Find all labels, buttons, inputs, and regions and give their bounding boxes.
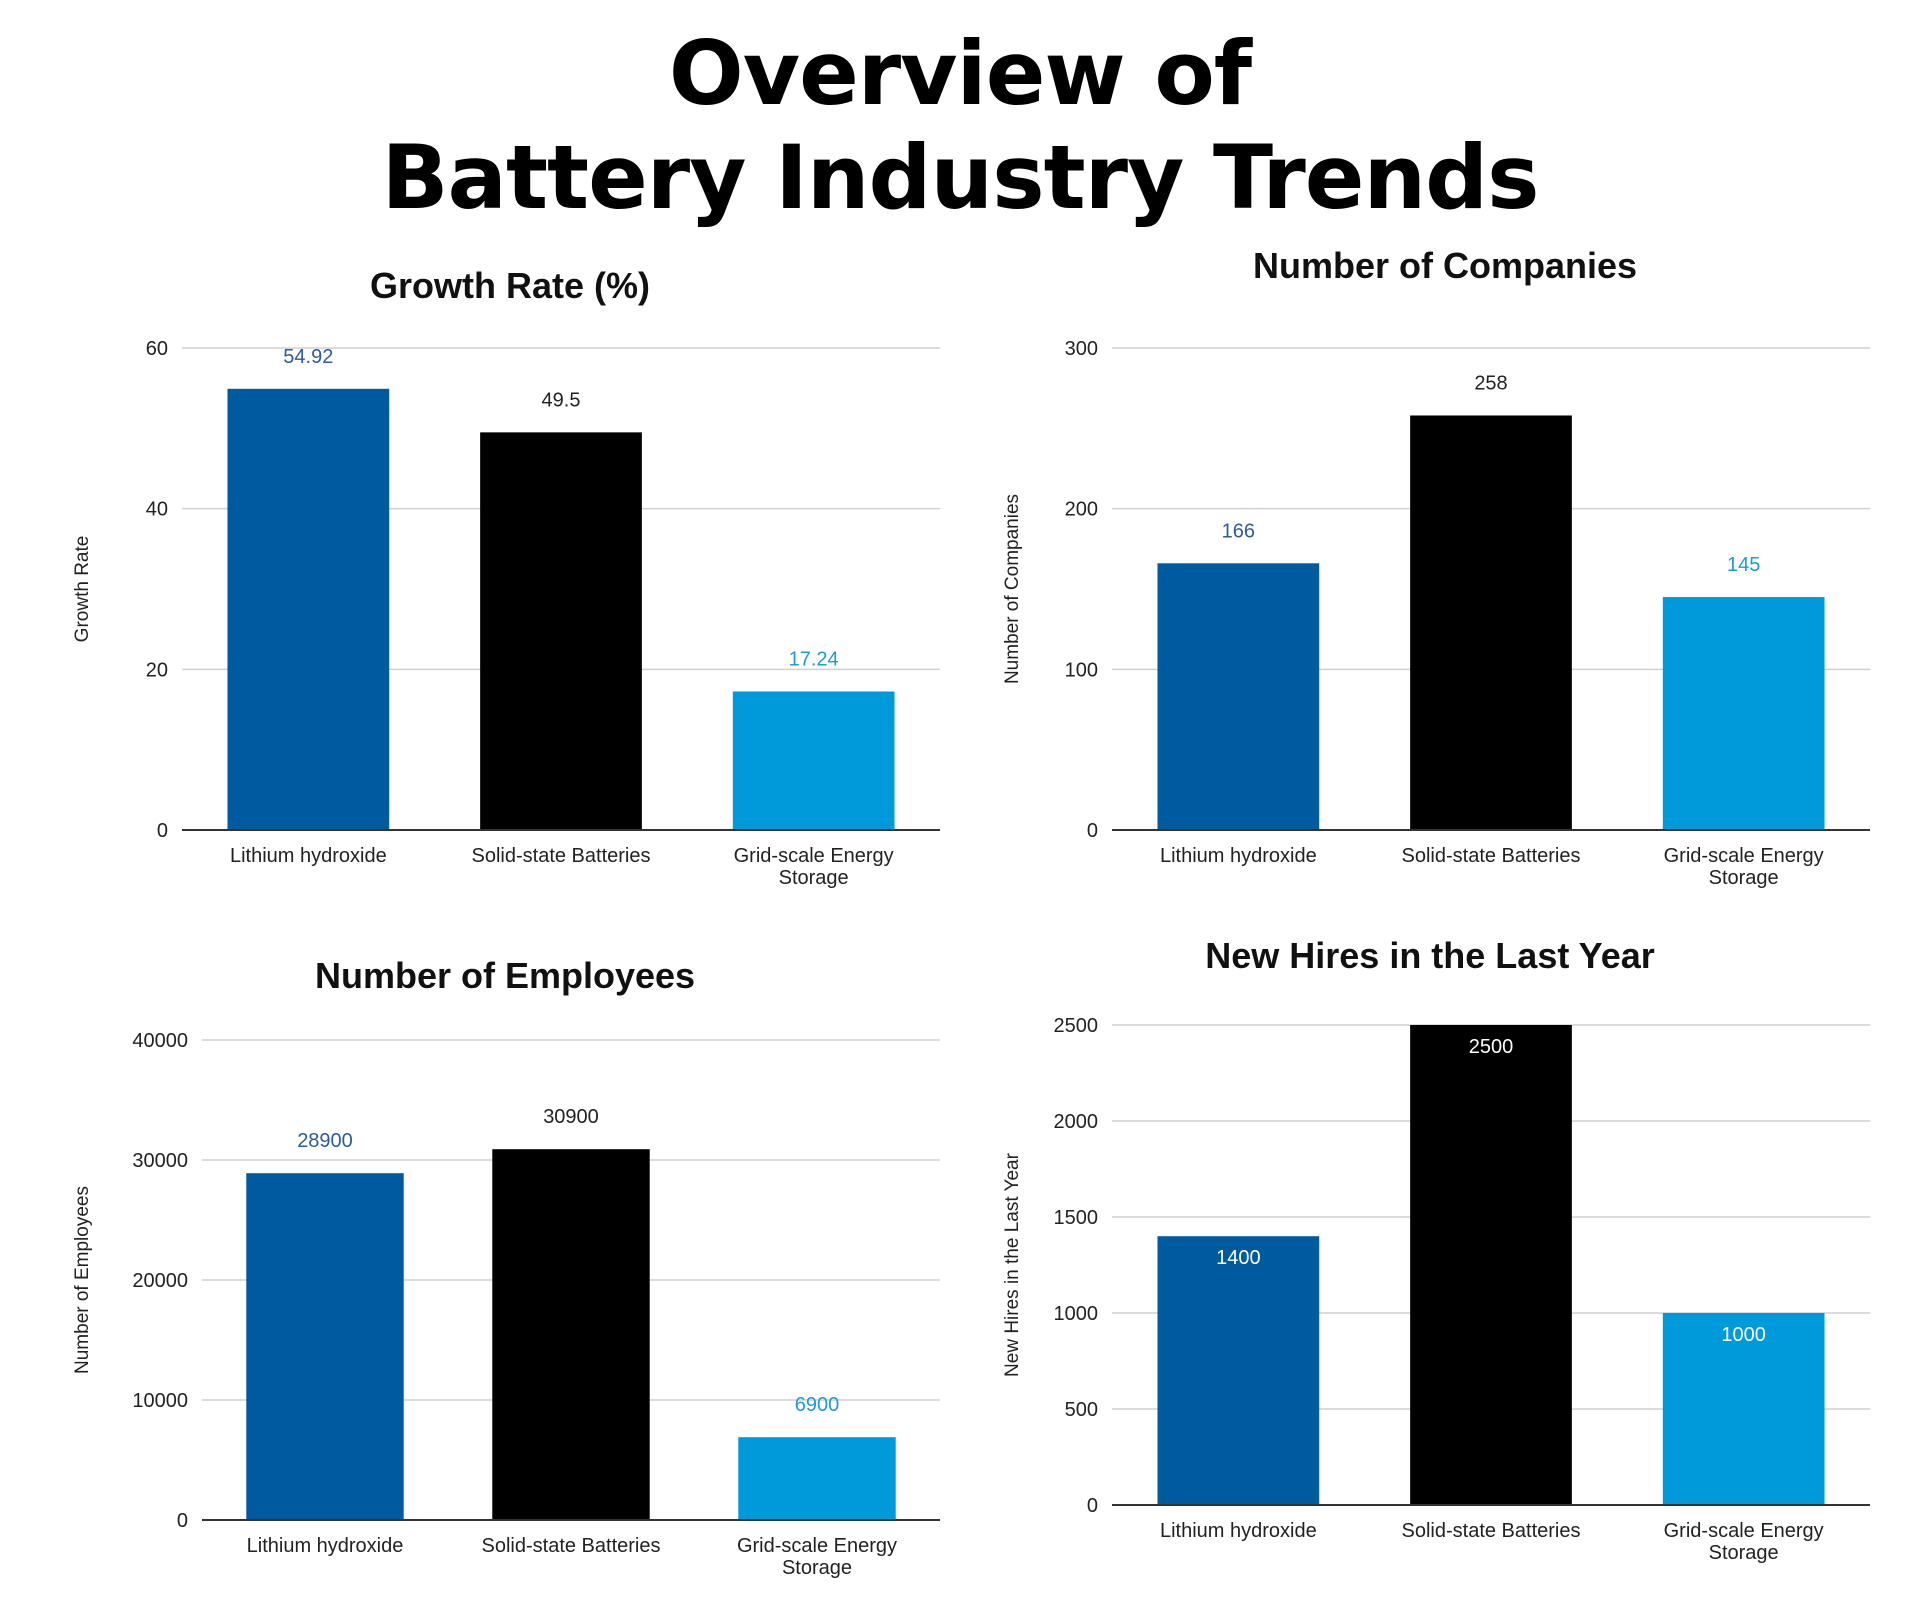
bar-solid-state-batteries <box>1410 1025 1572 1505</box>
category-label-line: Grid-scale Energy <box>734 845 894 867</box>
y-axis-label: Number of Employees <box>72 1186 93 1374</box>
category-label-solid-state-batteries: Solid-state Batteries <box>482 1535 661 1557</box>
y-tick-label: 30000 <box>132 1150 188 1172</box>
y-tick-label: 1500 <box>1054 1207 1099 1229</box>
data-label-lithium-hydroxide: 166 <box>1222 520 1255 542</box>
chart-number-of-employees: Number of Employees 0 10000 20000 30000 40000… <box>40 940 980 1620</box>
category-label-line: Storage <box>779 867 849 889</box>
category-label-line: Lithium hydroxide <box>230 845 387 867</box>
category-label-line: Lithium hydroxide <box>247 1535 404 1557</box>
bar-solid-state-batteries <box>1410 415 1572 830</box>
category-label-solid-state-batteries: Solid-state Batteries <box>1402 1520 1581 1542</box>
chart-title: Growth Rate (%) <box>370 265 650 306</box>
y-tick-label: 200 <box>1065 499 1098 521</box>
y-tick-label: 40 <box>146 499 168 521</box>
chart-svg: Number of Employees 0 10000 20000 30000 40000… <box>72 955 940 1579</box>
category-label-line: Storage <box>782 1557 852 1579</box>
category-label-line: Lithium hydroxide <box>1160 845 1317 867</box>
y-tick-label: 40000 <box>132 1030 188 1052</box>
y-tick-label: 300 <box>1065 338 1098 360</box>
y-tick-label: 2500 <box>1054 1015 1099 1037</box>
data-label-grid-scale-energy-storage: 145 <box>1727 554 1760 576</box>
chart-number-of-companies: Number of Companies 0 100 200 300 Number of C… <box>970 230 1910 910</box>
y-tick-label: 100 <box>1065 659 1098 681</box>
category-label-line: Lithium hydroxide <box>1160 1520 1317 1542</box>
y-tick-label: 0 <box>1087 820 1098 842</box>
y-tick-label: 500 <box>1065 1399 1098 1421</box>
category-label-grid-scale-energy-storage: Grid-scale Energy Storage <box>1664 1520 1824 1564</box>
chart-new-hires: New Hires in the Last Year 0 500 1000 1500 20… <box>970 920 1910 1600</box>
data-label-grid-scale-energy-storage: 1000 <box>1721 1324 1766 1346</box>
y-tick-label: 0 <box>157 820 168 842</box>
category-label-line: Storage <box>1709 1542 1779 1564</box>
bar-grid-scale-energy-storage <box>1662 597 1825 830</box>
bar-grid-scale-energy-storage <box>732 691 895 830</box>
category-label-line: Grid-scale Energy <box>737 1535 897 1557</box>
category-label-lithium-hydroxide: Lithium hydroxide <box>1160 845 1317 867</box>
category-label-line: Grid-scale Energy <box>1664 845 1824 867</box>
y-tick-label: 1000 <box>1054 1303 1099 1325</box>
chart-svg: Number of Companies 0 100 200 300 Number of C… <box>1002 245 1870 889</box>
category-label-grid-scale-energy-storage: Grid-scale Energy Storage <box>734 845 894 889</box>
data-label-solid-state-batteries: 30900 <box>543 1106 599 1128</box>
bar-lithium-hydroxide <box>246 1173 404 1520</box>
data-label-lithium-hydroxide: 54.92 <box>283 346 333 368</box>
data-label-grid-scale-energy-storage: 6900 <box>795 1394 840 1416</box>
category-label-grid-scale-energy-storage: Grid-scale Energy Storage <box>737 1535 897 1579</box>
chart-title: New Hires in the Last Year <box>1205 935 1655 976</box>
y-axis-label: New Hires in the Last Year <box>1002 1152 1023 1377</box>
category-label-line: Grid-scale Energy <box>1664 1520 1824 1542</box>
bar-grid-scale-energy-storage <box>738 1437 896 1520</box>
category-label-solid-state-batteries: Solid-state Batteries <box>472 845 651 867</box>
chart-svg: New Hires in the Last Year 0 500 1000 1500 20… <box>1002 935 1870 1564</box>
category-label-line: Solid-state Batteries <box>482 1535 661 1557</box>
y-tick-label: 2000 <box>1054 1111 1099 1133</box>
category-label-lithium-hydroxide: Lithium hydroxide <box>1160 1520 1317 1542</box>
bar-grid-scale-energy-storage <box>1662 1313 1825 1505</box>
chart-svg: Growth Rate (%) 0 20 40 60 Growth Rate 54.92 Li… <box>72 265 940 889</box>
y-tick-label: 20 <box>146 659 168 681</box>
y-tick-label: 20000 <box>132 1270 188 1292</box>
bar-solid-state-batteries <box>492 1149 650 1520</box>
chart-title: Number of Companies <box>1253 245 1637 286</box>
y-axis-label: Number of Companies <box>1002 494 1023 684</box>
chart-growth-rate: Growth Rate (%) 0 20 40 60 Growth Rate 54.92 Li… <box>40 250 980 930</box>
page-title-line-2: Battery Industry Trends <box>381 126 1539 229</box>
category-label-line: Solid-state Batteries <box>1402 1520 1581 1542</box>
category-label-lithium-hydroxide: Lithium hydroxide <box>230 845 387 867</box>
category-label-line: Solid-state Batteries <box>472 845 651 867</box>
data-label-grid-scale-energy-storage: 17.24 <box>789 649 839 671</box>
bar-lithium-hydroxide <box>227 388 390 830</box>
page-title-line-1: Overview of <box>668 22 1252 125</box>
y-tick-label: 0 <box>1087 1495 1098 1517</box>
page-title: Overview of Battery Industry Trends <box>0 22 1920 230</box>
data-label-solid-state-batteries: 258 <box>1474 372 1507 394</box>
data-label-lithium-hydroxide: 1400 <box>1216 1247 1261 1269</box>
category-label-line: Storage <box>1709 867 1779 889</box>
y-tick-label: 60 <box>146 338 168 360</box>
category-label-grid-scale-energy-storage: Grid-scale Energy Storage <box>1664 845 1824 889</box>
y-tick-label: 0 <box>177 1510 188 1532</box>
bar-lithium-hydroxide <box>1157 1236 1320 1505</box>
bar-solid-state-batteries <box>480 432 642 830</box>
y-axis-label: Growth Rate <box>72 536 93 643</box>
bar-lithium-hydroxide <box>1157 563 1320 830</box>
data-label-solid-state-batteries: 2500 <box>1469 1036 1514 1058</box>
category-label-solid-state-batteries: Solid-state Batteries <box>1402 845 1581 867</box>
category-label-lithium-hydroxide: Lithium hydroxide <box>247 1535 404 1557</box>
chart-title: Number of Employees <box>315 955 695 996</box>
data-label-lithium-hydroxide: 28900 <box>297 1130 353 1152</box>
category-label-line: Solid-state Batteries <box>1402 845 1581 867</box>
y-tick-label: 10000 <box>132 1390 188 1412</box>
data-label-solid-state-batteries: 49.5 <box>542 389 581 411</box>
